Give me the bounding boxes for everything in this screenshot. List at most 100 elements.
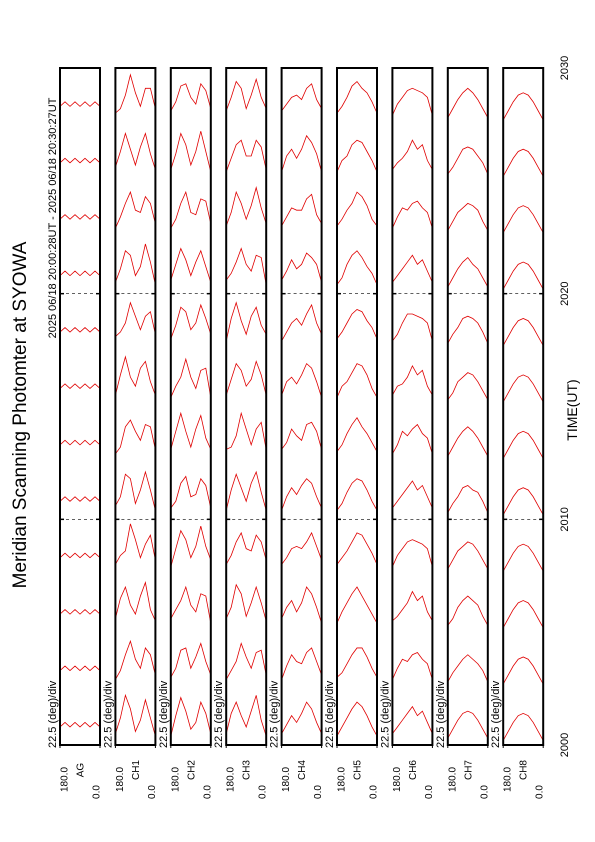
profile-trace — [225, 583, 267, 621]
angle-tick-label: 180.0 — [281, 767, 292, 792]
profile-trace — [447, 654, 489, 683]
profile-trace — [281, 586, 322, 624]
profile-trace — [59, 214, 101, 220]
angle-tick-label: 0.0 — [202, 785, 213, 799]
profile-trace — [115, 470, 156, 511]
profile-trace — [392, 254, 433, 283]
angle-tick-label: 180.0 — [60, 767, 71, 792]
angle-tick-label: 0.0 — [369, 785, 380, 799]
profile-trace — [392, 423, 433, 455]
profile-trace — [170, 82, 212, 112]
profile-trace — [59, 270, 101, 277]
profile-trace — [115, 132, 156, 170]
profile-trace — [392, 139, 433, 170]
profile-trace — [336, 532, 378, 565]
panel-frame — [225, 67, 268, 746]
profile-trace — [225, 470, 267, 511]
profile-trace — [502, 656, 544, 685]
profile-trace — [502, 92, 544, 121]
angle-tick-label: 0.0 — [92, 785, 103, 799]
profile-trace — [115, 523, 156, 565]
profile-trace — [170, 303, 212, 339]
x-tick-label: 2020 — [559, 281, 571, 305]
profile-trace — [336, 80, 378, 114]
profile-trace — [170, 357, 212, 398]
profile-trace — [170, 190, 212, 229]
profile-trace — [115, 355, 156, 396]
angle-tick-label: 0.0 — [424, 785, 435, 799]
profile-trace — [392, 705, 433, 734]
panel-frame — [114, 67, 157, 746]
panel-frame — [280, 67, 323, 746]
profile-trace — [225, 360, 267, 396]
profile-trace — [115, 190, 156, 229]
profile-trace — [281, 478, 322, 511]
profile-trace — [392, 313, 433, 342]
profile-trace — [225, 186, 267, 227]
profile-trace — [281, 531, 322, 565]
angle-tick-label: 0.0 — [479, 785, 490, 799]
chart-title: Meridian Scanning Photomter at SYOWA — [10, 241, 31, 588]
profile-trace — [115, 693, 156, 737]
profile-trace — [281, 252, 322, 283]
panel: 180.0 0.0 CH6 22.5 (deg)/div — [379, 67, 435, 799]
channel-label: CH5 — [353, 760, 364, 780]
profile-trace — [392, 200, 433, 229]
profile-trace — [447, 541, 489, 570]
profile-trace — [502, 543, 544, 572]
profile-trace — [226, 411, 267, 450]
profile-trace — [336, 701, 378, 737]
panel: 180.0 0.0 CH1 22.5 (deg)/div — [102, 67, 158, 799]
profile-trace — [336, 478, 378, 511]
profile-trace — [336, 250, 378, 285]
profile-trace — [447, 485, 489, 513]
scale-label: 22.5 (deg)/div — [158, 680, 170, 748]
angle-tick-label: 180.0 — [170, 767, 181, 792]
profile-trace — [170, 526, 212, 567]
profile-trace — [59, 326, 101, 333]
profile-trace — [502, 148, 544, 177]
angle-tick-label: 180.0 — [392, 767, 403, 792]
scale-label: 22.5 (deg)/div — [269, 680, 281, 748]
profile-trace — [447, 595, 489, 626]
profile-trace — [59, 101, 101, 107]
panel-frame — [169, 67, 212, 746]
panel: 180.0 0.0 CH7 22.5 (deg)/div — [435, 67, 490, 799]
angle-tick-label: 0.0 — [535, 785, 546, 799]
scale-label: 22.5 (deg)/div — [102, 680, 114, 748]
profile-trace — [170, 247, 212, 283]
profile-trace — [170, 475, 212, 509]
channel-label: AG — [76, 763, 87, 778]
angle-tick-label: 180.0 — [115, 767, 126, 792]
profile-trace — [281, 193, 322, 227]
channel-label: CH1 — [131, 760, 142, 780]
profile-trace — [59, 609, 101, 615]
profile-trace — [502, 318, 544, 346]
angle-tick-label: 0.0 — [147, 785, 158, 799]
profile-trace — [225, 695, 267, 737]
profile-trace — [447, 87, 489, 118]
profile-trace — [502, 374, 544, 403]
profile-trace — [281, 647, 322, 680]
angle-tick-label: 180.0 — [447, 767, 458, 792]
channel-label: CH4 — [297, 760, 308, 780]
profile-trace — [336, 139, 378, 172]
profile-trace — [225, 247, 267, 285]
profile-trace — [225, 301, 267, 342]
panel-frame — [59, 67, 101, 746]
panel: 180.0 0.0 CH2 22.5 (deg)/div — [158, 67, 213, 799]
profile-trace — [170, 696, 212, 737]
chart-subtitle: 2025 06/18 20:00:28UT - 2025 06/18 20:30… — [47, 97, 59, 338]
panel-frame — [502, 67, 545, 746]
profile-trace — [281, 134, 322, 172]
profile-trace — [447, 202, 489, 231]
profile-trace — [502, 487, 544, 516]
profile-trace — [447, 372, 489, 400]
profile-trace — [115, 581, 156, 622]
profile-trace — [447, 315, 489, 344]
angle-tick-label: 0.0 — [313, 785, 324, 799]
profile-trace — [281, 362, 322, 398]
scale-label: 22.5 (deg)/div — [435, 680, 447, 748]
angle-tick-label: 180.0 — [226, 767, 237, 792]
